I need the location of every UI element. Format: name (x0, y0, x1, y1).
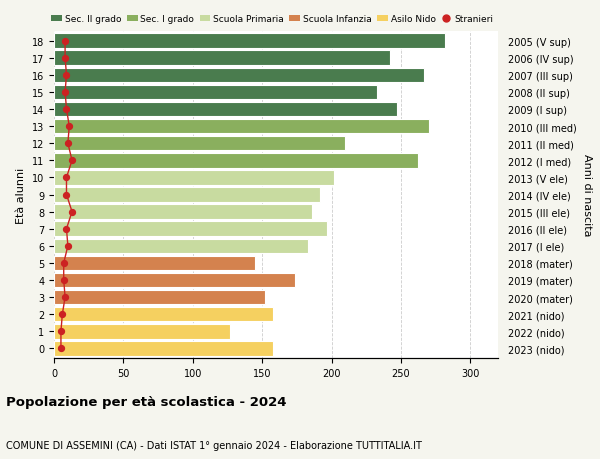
Bar (54, 273, 295, 288)
Point (62, 225, 71, 233)
Point (62, 72, 71, 79)
Bar (54, 307, 273, 322)
Bar (54, 34, 445, 49)
Bar (54, 85, 377, 100)
Point (59, 277, 68, 284)
Point (67, 208, 77, 216)
Point (56, 328, 66, 335)
Bar (54, 205, 312, 219)
Text: Popolazione per età scolastica - 2024: Popolazione per età scolastica - 2024 (6, 396, 287, 409)
Point (60, 294, 70, 301)
Y-axis label: Anni di nascita: Anni di nascita (582, 154, 592, 236)
Point (56, 345, 66, 353)
Bar (54, 290, 265, 305)
Bar (54, 51, 390, 66)
Y-axis label: Età alunni: Età alunni (16, 167, 26, 223)
Point (60, 38, 70, 45)
Point (62, 191, 71, 199)
Point (62, 106, 71, 113)
Point (59, 260, 68, 267)
Bar (54, 256, 255, 270)
Bar (54, 341, 273, 356)
Point (58, 311, 67, 318)
Bar (54, 188, 320, 202)
Bar (54, 171, 334, 185)
Bar (54, 154, 418, 168)
Point (62, 174, 71, 182)
Point (63, 140, 73, 147)
Bar (54, 120, 428, 134)
Point (67, 157, 77, 165)
Point (60, 55, 70, 62)
Bar (54, 239, 308, 253)
Bar (54, 102, 397, 117)
Point (63, 243, 73, 250)
Bar (54, 325, 230, 339)
Point (60, 89, 70, 96)
Text: COMUNE DI ASSEMINI (CA) - Dati ISTAT 1° gennaio 2024 - Elaborazione TUTTITALIA.I: COMUNE DI ASSEMINI (CA) - Dati ISTAT 1° … (6, 440, 422, 450)
Bar (54, 222, 328, 236)
Bar (54, 68, 424, 83)
Legend: Sec. II grado, Sec. I grado, Scuola Primaria, Scuola Infanzia, Asilo Nido, Stran: Sec. II grado, Sec. I grado, Scuola Prim… (51, 16, 493, 24)
Point (64, 123, 74, 130)
Bar (54, 137, 346, 151)
